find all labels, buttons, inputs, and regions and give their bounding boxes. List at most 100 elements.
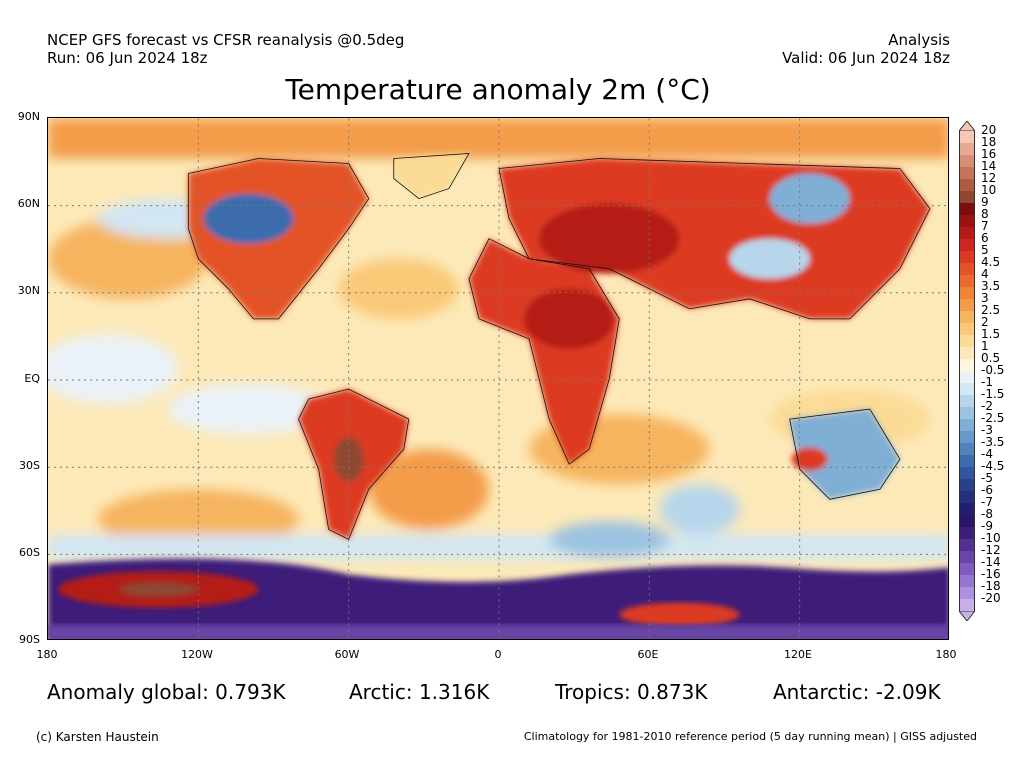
- colorbar-segment: [959, 299, 975, 311]
- credit: (c) Karsten Haustein: [36, 730, 159, 744]
- colorbar-segment: [959, 407, 975, 419]
- greenland-coast: [393, 153, 470, 200]
- colorbar-segment: [959, 527, 975, 539]
- lat-label-60s: 60S: [19, 546, 40, 559]
- colorbar-segment: [959, 143, 975, 155]
- colorbar-segment: [959, 563, 975, 575]
- ocean-anomaly-patches: [48, 118, 948, 560]
- antarctica: [48, 558, 948, 639]
- antarctica-hot-core: [118, 581, 199, 598]
- stat-global: Anomaly global: 0.793K: [47, 680, 286, 704]
- colorbar-segment: [959, 287, 975, 299]
- europe-hot-core: [539, 203, 680, 274]
- sw-australia-warm: [791, 447, 828, 472]
- colorbar-top-arrow-shape: [959, 121, 975, 131]
- continent-shapes: [188, 153, 930, 540]
- colorbar-segment: [959, 359, 975, 371]
- colorbar-label: 2.5: [981, 303, 1001, 317]
- colorbar-label: -1: [981, 375, 993, 389]
- colorbar-label: 8: [981, 207, 989, 221]
- south-america-hot-spot: [333, 437, 364, 482]
- colorbar-segment: [959, 587, 975, 599]
- east-antarctica-warm: [619, 602, 740, 627]
- lon-label-60e: 60E: [637, 648, 659, 661]
- lon-label-180e: 180: [935, 648, 957, 661]
- stat-tropics: Tropics: 0.873K: [555, 680, 708, 704]
- colorbar-label: -7: [981, 495, 993, 509]
- colorbar-label: 9: [981, 195, 989, 209]
- colorbar-label: 3: [981, 291, 989, 305]
- south-atlantic-warm: [368, 449, 489, 530]
- lat-label-90s: 90S: [19, 633, 40, 646]
- colorbar-label: -20: [981, 591, 1001, 605]
- north-atlantic-warm: [338, 258, 459, 319]
- colorbar-segment: [959, 131, 975, 143]
- colorbar-label: 20: [981, 123, 997, 137]
- polar-plateau: [48, 624, 948, 639]
- colorbar-label: 18: [981, 135, 997, 149]
- colorbar-segment: [959, 479, 975, 491]
- run-info: NCEP GFS forecast vs CFSR reanalysis @0.…: [47, 31, 404, 67]
- colorbar-segment: [959, 539, 975, 551]
- colorbar-label: 5: [981, 243, 989, 257]
- lat-label-30s: 30S: [19, 459, 40, 472]
- siberia-cool: [769, 173, 850, 224]
- colorbar-top-arrow: [959, 121, 975, 131]
- lon-label-0: 0: [494, 648, 502, 661]
- lat-label-30n: 30N: [17, 284, 40, 297]
- southern-indian-cool-patch: [549, 521, 670, 558]
- colorbar-segment: [959, 215, 975, 227]
- colorbar-label: 0.5: [981, 351, 1001, 365]
- colorbar-label: -3.5: [981, 435, 1005, 449]
- colorbar-segment: [959, 575, 975, 587]
- valid-info: Analysis Valid: 06 Jun 2024 18z: [782, 31, 950, 67]
- north-africa-hot: [524, 288, 615, 349]
- stat-arctic: Arctic: 1.316K: [349, 680, 490, 704]
- colorbar-label: 14: [981, 159, 997, 173]
- colorbar-label: 16: [981, 147, 997, 161]
- colorbar-segment: [959, 227, 975, 239]
- stat-antarctic: Antarctic: -2.09K: [773, 680, 941, 704]
- colorbar-segment: [959, 263, 975, 275]
- colorbar-segment: [959, 275, 975, 287]
- colorbar-label: -9: [981, 519, 993, 533]
- colorbar-segment: [959, 179, 975, 191]
- colorbar-label: -16: [981, 567, 1001, 581]
- australia-coast: [789, 408, 901, 500]
- colorbar-label: -5: [981, 471, 993, 485]
- lat-label-60n: 60N: [17, 197, 40, 210]
- south-america-coast: [298, 388, 410, 540]
- colorbar: [959, 121, 975, 621]
- lon-label-120w: 120W: [181, 648, 213, 661]
- colorbar-label: 4.5: [981, 255, 1001, 269]
- north-pacific-warm: [48, 218, 209, 299]
- colorbar-label: -10: [981, 531, 1001, 545]
- colorbar-label: -2: [981, 399, 993, 413]
- colorbar-label: -0.5: [981, 363, 1005, 377]
- colorbar-segment: [959, 251, 975, 263]
- colorbar-segment: [959, 323, 975, 335]
- colorbar-segment: [959, 395, 975, 407]
- colorbar-segment: [959, 467, 975, 479]
- south-indian-cool: [659, 484, 740, 535]
- australia: [789, 409, 900, 500]
- colorbar-segment: [959, 239, 975, 251]
- colorbar-segment: [959, 551, 975, 563]
- hudson-bay-cold: [203, 193, 294, 244]
- colorbar-segment: [959, 167, 975, 179]
- model-description: NCEP GFS forecast vs CFSR reanalysis @0.…: [47, 31, 405, 49]
- colorbar-label: 4: [981, 267, 989, 281]
- colorbar-segment: [959, 347, 975, 359]
- colorbar-label: -18: [981, 579, 1001, 593]
- run-time: Run: 06 Jun 2024 18z: [47, 49, 208, 67]
- colorbar-segment: [959, 335, 975, 347]
- colorbar-label: -4.5: [981, 459, 1005, 473]
- colorbar-label: 1: [981, 339, 989, 353]
- valid-time: Valid: 06 Jun 2024 18z: [782, 49, 950, 67]
- colorbar-label: -12: [981, 543, 1001, 557]
- eurasia-coast: [498, 158, 931, 320]
- colorbar-segment: [959, 155, 975, 167]
- colorbar-label: -6: [981, 483, 993, 497]
- colorbar-segment: [959, 515, 975, 527]
- lon-label-60w: 60W: [334, 648, 360, 661]
